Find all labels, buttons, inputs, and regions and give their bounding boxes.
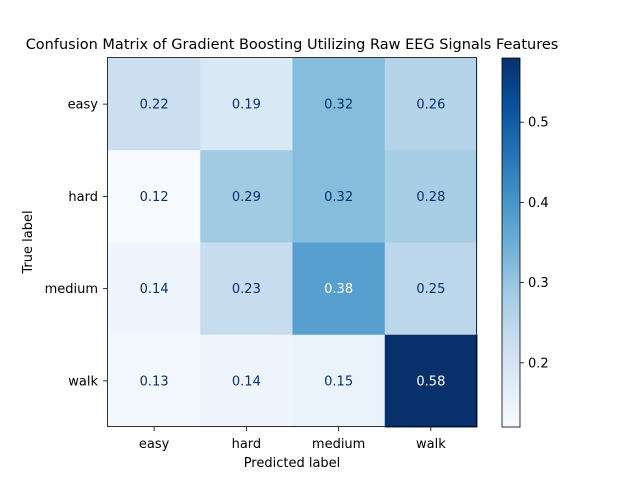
colorbar	[502, 58, 520, 427]
x-axis-ticks: easy hard medium walk	[139, 427, 446, 452]
heatmap-cell	[108, 334, 201, 428]
chart-title: Confusion Matrix of Gradient Boosting Ut…	[26, 37, 559, 53]
heatmap-frame	[107, 57, 477, 427]
heatmap-cell	[200, 150, 293, 243]
heatmap-cell	[292, 150, 386, 243]
y-tick-label: walk	[68, 374, 98, 389]
heatmap-cell	[292, 58, 386, 151]
y-tick-label: easy	[68, 98, 99, 113]
cell-value-label: 0.14	[140, 282, 169, 297]
cell-value-label: 0.58	[416, 374, 445, 389]
heatmap-cell	[200, 242, 293, 336]
cell-value-label: 0.15	[324, 374, 353, 389]
heatmap-cell	[200, 58, 293, 151]
cell-value-label: 0.28	[416, 190, 445, 205]
heatmap-cell	[384, 334, 478, 428]
y-axis-label: True label	[21, 210, 36, 274]
cell-value-label: 0.22	[140, 98, 169, 113]
x-tick-label: medium	[312, 437, 365, 452]
heatmap-cell	[292, 242, 386, 336]
cell-value-label: 0.14	[232, 374, 261, 389]
cell-value-label: 0.13	[140, 374, 169, 389]
cell-value-label: 0.29	[232, 190, 261, 205]
x-tick-label: walk	[416, 437, 446, 452]
colorbar-ticks: 0.2 0.3 0.4 0.5	[520, 116, 549, 371]
heatmap-cell	[108, 58, 201, 151]
heatmap-cell	[108, 242, 201, 336]
x-axis-label: Predicted label	[244, 456, 341, 471]
heatmap-cell	[292, 334, 386, 428]
heatmap-cell	[384, 242, 478, 336]
cell-value-label: 0.12	[140, 190, 169, 205]
heatmap-cell	[384, 150, 478, 243]
y-tick-label: medium	[45, 282, 98, 297]
cell-value-label: 0.23	[232, 282, 261, 297]
cell-value-label: 0.26	[416, 98, 445, 113]
y-tick-label: hard	[68, 190, 98, 205]
colorbar-frame	[501, 57, 521, 428]
colorbar-tick-label: 0.3	[528, 276, 549, 291]
heatmap-cell	[200, 334, 293, 428]
heatmap-cell	[108, 150, 201, 243]
colorbar-tick-label: 0.2	[528, 356, 549, 371]
x-tick-label: easy	[139, 437, 170, 452]
heatmap-cell	[384, 58, 478, 151]
cell-value-label: 0.32	[324, 98, 353, 113]
x-tick-label: hard	[232, 437, 262, 452]
cell-value-label: 0.25	[416, 282, 445, 297]
heatmap-cells	[108, 58, 478, 428]
colorbar-tick-label: 0.5	[528, 116, 549, 131]
cell-value-label: 0.19	[232, 98, 261, 113]
cell-value-label: 0.38	[324, 282, 353, 297]
y-axis-ticks: easy hard medium walk	[45, 98, 107, 389]
colorbar-tick-label: 0.4	[528, 196, 549, 211]
heatmap-cell-labels: 0.22 0.19 0.32 0.26 0.12 0.29 0.32 0.28 0.14 0.23…	[140, 98, 446, 390]
cell-value-label: 0.32	[324, 190, 353, 205]
